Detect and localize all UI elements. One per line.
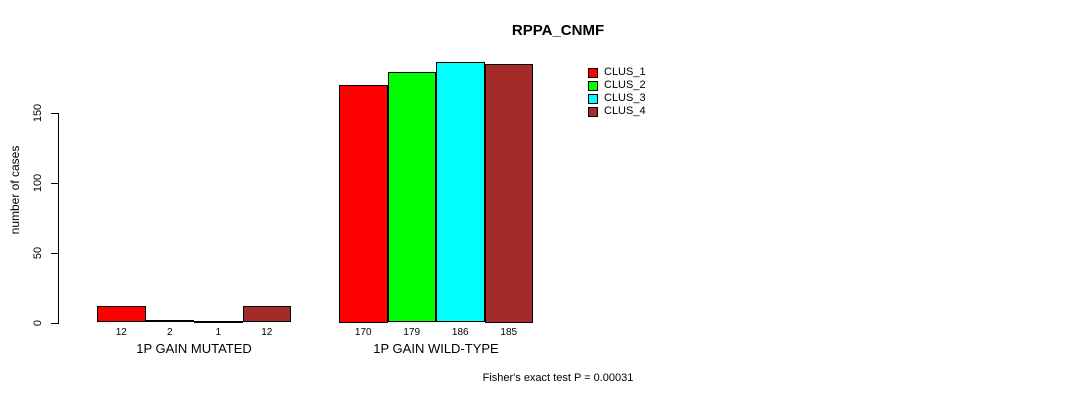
- legend-item: CLUS_4: [588, 105, 646, 118]
- bar-value-label: 12: [115, 327, 127, 338]
- y-axis-line: [58, 112, 59, 324]
- bar-value-label: 170: [354, 327, 372, 338]
- legend-swatch-clus_2: [588, 80, 598, 91]
- bar-clus_3-group1: [194, 321, 243, 324]
- bar-clus_1-group1: [97, 305, 146, 323]
- bar-value-label: 185: [500, 327, 518, 338]
- legend-label: CLUS_3: [604, 92, 646, 104]
- y-tick-label: 100: [32, 173, 44, 192]
- legend-swatch-clus_3: [588, 93, 598, 104]
- legend-label: CLUS_2: [604, 79, 646, 91]
- legend: CLUS_1 CLUS_2 CLUS_3 CLUS_4: [588, 66, 646, 118]
- y-tick: [51, 182, 58, 184]
- y-axis-title: number of cases: [8, 145, 22, 235]
- bar-clus_4-group2: [484, 63, 533, 323]
- x-category-label: 1P GAIN WILD-TYPE: [373, 341, 499, 356]
- stat-annotation: Fisher's exact test P = 0.00031: [482, 372, 634, 384]
- legend-label: CLUS_4: [604, 105, 646, 117]
- bar-clus_2-group1: [145, 319, 194, 323]
- bar-value-label: 1: [215, 327, 222, 338]
- bar-clus_4-group1: [242, 305, 291, 323]
- y-tick-label: 150: [32, 103, 44, 122]
- bar-value-label: 186: [451, 327, 469, 338]
- bar-value-label: 179: [403, 327, 421, 338]
- bar-value-label: 2: [166, 327, 173, 338]
- legend-item: CLUS_1: [588, 66, 646, 79]
- legend-label: CLUS_1: [604, 66, 646, 78]
- y-tick: [51, 112, 58, 114]
- legend-swatch-clus_1: [588, 67, 598, 78]
- legend-item: CLUS_2: [588, 79, 646, 92]
- x-category-label: 1P GAIN MUTATED: [136, 341, 252, 356]
- bar-clus_3-group2: [436, 62, 485, 323]
- bar-clus_1-group2: [339, 84, 388, 323]
- legend-item: CLUS_3: [588, 92, 646, 105]
- chart-title: RPPA_CNMF: [511, 22, 605, 39]
- y-tick: [51, 322, 58, 324]
- y-tick-label: 50: [32, 246, 44, 259]
- bar-value-label: 12: [261, 327, 273, 338]
- y-tick-label: 0: [32, 319, 44, 326]
- y-tick: [51, 252, 58, 254]
- bar-clus_2-group2: [387, 71, 436, 323]
- legend-swatch-clus_4: [588, 106, 598, 117]
